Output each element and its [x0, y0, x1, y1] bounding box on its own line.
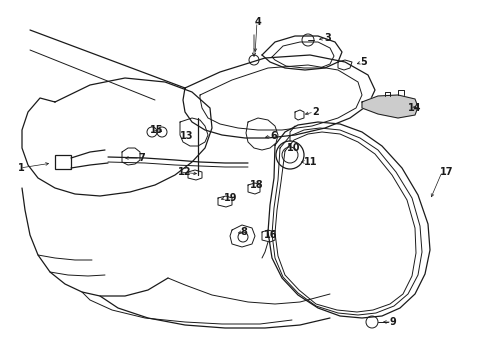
Text: 6: 6	[269, 131, 276, 141]
Text: 14: 14	[407, 103, 421, 113]
Bar	[55, 155, 71, 169]
Text: 3: 3	[324, 33, 330, 43]
Text: 2: 2	[311, 107, 318, 117]
Text: 4: 4	[254, 17, 261, 27]
Text: 16: 16	[264, 230, 277, 240]
Text: 12: 12	[178, 167, 191, 177]
Text: 11: 11	[304, 157, 317, 167]
Text: 10: 10	[286, 143, 300, 153]
Polygon shape	[361, 95, 417, 118]
Text: 17: 17	[439, 167, 452, 177]
Text: 7: 7	[138, 153, 144, 163]
Text: 13: 13	[180, 131, 193, 141]
Text: 5: 5	[359, 57, 366, 67]
Text: 1: 1	[18, 163, 25, 173]
Text: 8: 8	[240, 227, 246, 237]
Text: 9: 9	[389, 317, 396, 327]
Text: 15: 15	[150, 125, 163, 135]
Text: 18: 18	[249, 180, 263, 190]
Text: 19: 19	[224, 193, 237, 203]
